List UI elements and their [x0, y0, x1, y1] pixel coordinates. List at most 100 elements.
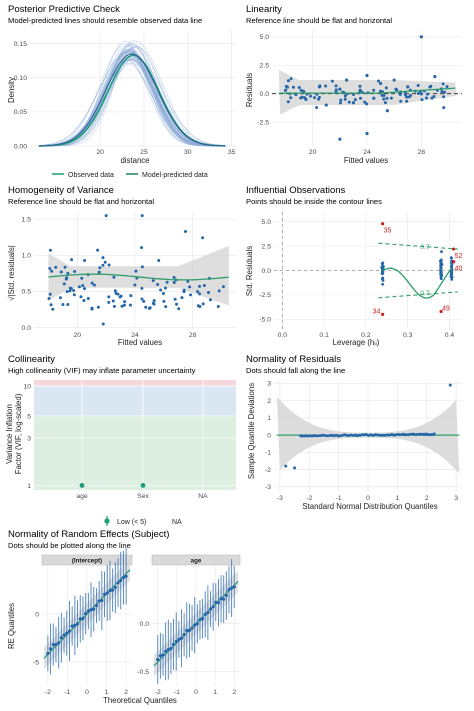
influence-ytick: 2.5: [262, 243, 272, 250]
homogeneity-point: [152, 302, 156, 306]
re-point: [59, 636, 63, 640]
ppc-ytick: 0.15: [14, 41, 27, 48]
re-point: [102, 592, 107, 596]
linearity-point: [385, 109, 389, 113]
ppc-predicted-line: [38, 58, 225, 147]
ppc-predicted-line: [38, 49, 225, 147]
re-plot-area: (Intercept) -5 0 -2 -1 0 1 2 age -0.5 0.0 -2 -1 0 1 2: [33, 548, 241, 696]
influence-point: [450, 262, 454, 266]
homogeneity-point: [198, 292, 202, 296]
re-point: [81, 616, 85, 620]
re-point: [158, 654, 162, 658]
linearity-point: [409, 93, 413, 97]
legend-observed-label: Observed data: [68, 172, 114, 179]
homogeneity-point: [189, 293, 193, 297]
collinearity-moderate-band: [34, 386, 236, 416]
qq-point: [284, 464, 288, 468]
linearity-point: [359, 96, 363, 100]
ppc-observed-line: [38, 54, 226, 147]
linearity-point: [403, 93, 407, 97]
collinearity-ylabel-line1: Variance Inflation: [5, 404, 14, 464]
legend-low-swatch: [104, 518, 110, 524]
re-point: [62, 633, 66, 637]
ppc-ytick: 0.10: [14, 75, 27, 82]
influence-point: [381, 276, 385, 280]
linearity-point: [432, 94, 436, 98]
homogeneity-ytick: 1.0: [22, 253, 32, 260]
linearity-point: [392, 78, 396, 82]
linearity-title: Linearity: [246, 4, 282, 15]
re-point: [92, 607, 96, 611]
collinearity-ylabel-line2: Factor (VIF, log-scaled): [14, 393, 23, 474]
re-panel: Normality of Random Effects (Subject) Do…: [7, 529, 241, 705]
linearity-point: [284, 84, 288, 88]
linearity-point: [389, 96, 393, 100]
linearity-point: [347, 100, 351, 104]
qq-ylabel: Sample Quantile Deviations: [247, 383, 256, 479]
homogeneity-point: [128, 303, 132, 307]
linearity-point: [441, 82, 445, 86]
homogeneity-point: [77, 285, 81, 289]
influence-point: [439, 277, 443, 281]
ppc-predicted-line: [38, 51, 225, 147]
homogeneity-point: [66, 303, 70, 307]
qq-subtitle: Dots should fall along the line: [246, 366, 345, 375]
re-1-ytick: -0.5: [137, 669, 149, 676]
homogeneity-point: [140, 265, 144, 269]
linearity-point: [425, 96, 429, 100]
influence-plot-area: -5.0 -2.5 0.0 2.5 5.0 0.0 0.1 0.2 0.3 0.4 0.7 0.7 35…: [259, 212, 463, 339]
influence-outlier-label: 52: [455, 253, 463, 260]
linearity-point: [363, 100, 367, 104]
re-point: [161, 653, 165, 657]
influence-outlier-label: 34: [373, 308, 381, 315]
re-xlabel: Theoretical Quantiles: [103, 696, 177, 705]
re-0-xtick: -1: [64, 689, 70, 696]
qq-xtick: 0: [366, 495, 370, 502]
re-point: [51, 642, 55, 647]
homogeneity-point: [81, 284, 85, 288]
linearity-point: [286, 100, 290, 104]
linearity-point: [442, 95, 446, 99]
homogeneity-xlabel: Fitted values: [118, 338, 162, 347]
linearity-point: [365, 131, 369, 136]
re-1-xtick: 1: [213, 689, 217, 696]
re-point: [124, 574, 128, 578]
homogeneity-title: Homogeneity of Variance: [8, 185, 114, 196]
homogeneity-point: [161, 292, 165, 296]
linearity-point: [443, 90, 447, 94]
collinearity-xtick: age: [76, 493, 88, 500]
homogeneity-point: [66, 271, 70, 275]
homogeneity-point: [157, 259, 161, 263]
linearity-point: [338, 137, 342, 141]
homogeneity-point: [90, 306, 94, 310]
re-point: [111, 588, 115, 592]
homogeneity-point: [92, 283, 96, 287]
influence-contour-lower: [378, 291, 458, 299]
linearity-point: [300, 95, 304, 99]
linearity-point: [283, 88, 288, 92]
ppc-subtitle: Model-predicted lines should resemble ob…: [8, 16, 202, 25]
re-strip-1: [151, 554, 241, 566]
collinearity-title: Collinearity: [8, 354, 55, 365]
homogeneity-point: [63, 265, 67, 269]
re-point: [219, 597, 223, 601]
homogeneity-point: [147, 306, 151, 310]
re-point: [164, 649, 168, 653]
re-point: [211, 605, 215, 609]
homogeneity-ytick: 0.5: [22, 289, 32, 296]
influence-outlier-point: [381, 312, 385, 316]
re-strip-label: age: [191, 558, 202, 565]
collinearity-vif-point: [140, 483, 146, 488]
homogeneity-point: [101, 256, 105, 260]
ppc-predicted-line: [38, 57, 225, 147]
ppc-predicted-line: [38, 49, 225, 147]
homogeneity-point: [79, 295, 83, 299]
homogeneity-panel: Homogeneity of Variance Reference line s…: [7, 185, 236, 347]
influence-panel: Influential Observations Points should b…: [245, 185, 463, 347]
re-0-ytick: 0: [35, 611, 39, 618]
linearity-point: [289, 77, 293, 81]
homogeneity-point: [111, 299, 115, 303]
homogeneity-point: [172, 281, 176, 285]
re-strip-label: (Intercept): [72, 558, 102, 565]
influence-point: [450, 278, 454, 281]
